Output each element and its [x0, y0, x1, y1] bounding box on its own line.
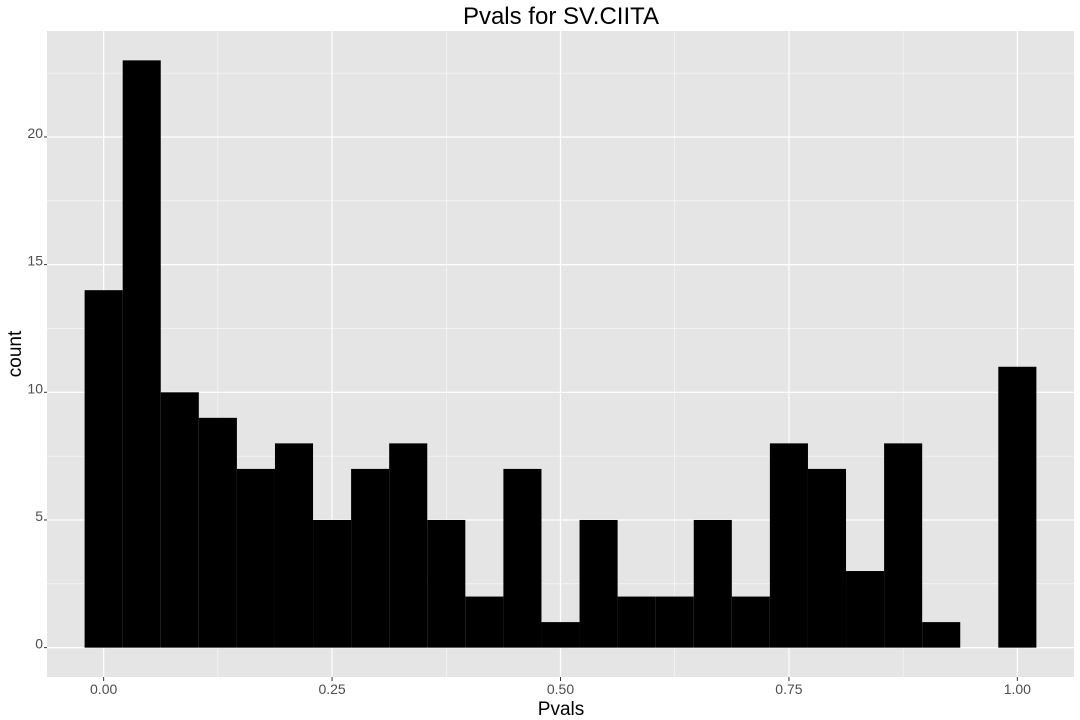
x-tick-label: 0.75 [775, 681, 802, 697]
histogram-bar [236, 468, 275, 648]
y-tick-label: 0 [35, 636, 43, 652]
histogram-bar [693, 519, 732, 648]
x-axis-title: Pvals [538, 699, 584, 720]
y-axis: 0 5 10 15 20 [27, 125, 47, 652]
x-axis: 0.00 0.25 0.50 0.75 1.00 [90, 677, 1031, 697]
histogram-bar [274, 443, 314, 648]
y-tick-label: 5 [35, 508, 43, 524]
histogram-bars [84, 60, 1037, 648]
x-tick-label: 0.00 [90, 681, 117, 697]
histogram-bar [351, 468, 390, 648]
histogram-bar [122, 60, 161, 648]
histogram-bar [541, 622, 580, 648]
histogram-bar [389, 443, 428, 648]
histogram-bar [922, 622, 961, 648]
histogram-bar [198, 417, 237, 648]
histogram-bar [998, 366, 1037, 648]
y-axis-title: count [5, 330, 26, 377]
x-tick-label: 1.00 [1004, 681, 1031, 697]
histogram-bar [465, 596, 504, 648]
histogram-bar [579, 519, 618, 648]
histogram-bar [846, 571, 885, 648]
histogram-bar [84, 290, 123, 648]
histogram-bar [807, 468, 847, 648]
histogram-bar [617, 596, 656, 648]
histogram-bar [503, 468, 542, 648]
histogram-bar [427, 519, 466, 648]
histogram-bar [655, 596, 694, 648]
x-tick-label: 0.50 [547, 681, 574, 697]
histogram-bar [160, 392, 199, 648]
histogram-bar [884, 443, 923, 648]
histogram-bar [769, 443, 808, 648]
histogram-bar [313, 519, 352, 648]
y-tick-label: 10 [27, 380, 43, 396]
x-tick-label: 0.25 [318, 681, 345, 697]
y-tick-label: 15 [27, 253, 43, 269]
histogram-bar [731, 596, 770, 648]
chart-title: Pvals for SV.CIITA [463, 3, 659, 30]
y-tick-label: 20 [27, 125, 43, 141]
